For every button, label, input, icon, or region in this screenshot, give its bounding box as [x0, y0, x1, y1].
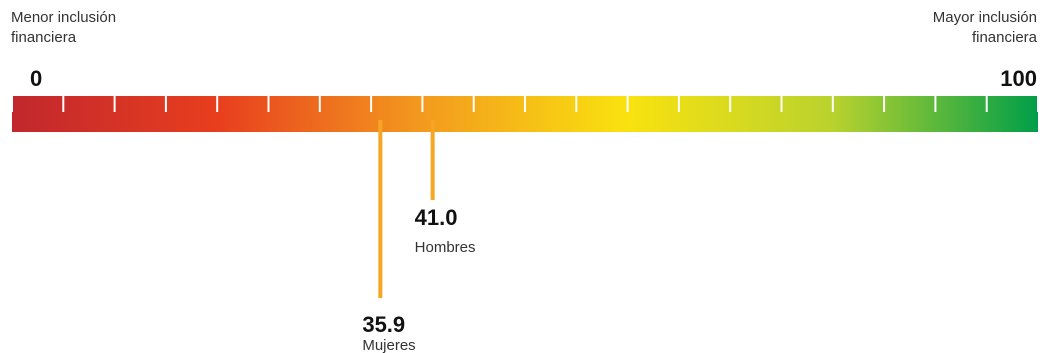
right-end-label-line1: Mayor inclusión	[932, 9, 1037, 26]
scale-min-label: 0	[30, 66, 43, 91]
marker-name-mujeres: Mujeres	[362, 337, 415, 353]
left-end-label: Menor inclusión financiera	[11, 8, 116, 48]
scale-max-label: 100	[1000, 66, 1037, 91]
marker-value-mujeres: 35.9	[362, 312, 405, 337]
left-end-label-line1: Menor inclusión	[11, 9, 117, 26]
right-end-label-line2: financiera	[971, 29, 1037, 46]
left-end-label-line2: financiera	[11, 29, 77, 46]
right-end-label: Mayor inclusión financiera	[933, 8, 1037, 48]
marker-value-hombres: 41.0	[415, 205, 458, 230]
marker-name-hombres: Hombres	[415, 239, 476, 256]
